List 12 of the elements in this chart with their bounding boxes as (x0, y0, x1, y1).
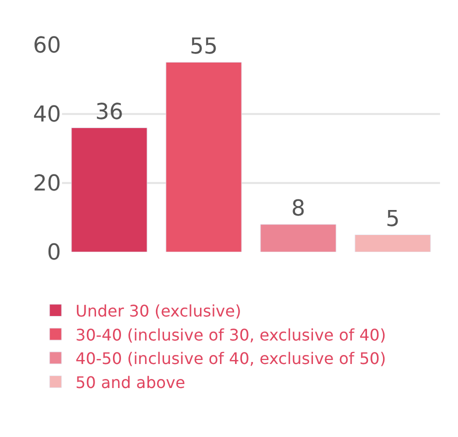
y-tick-label: 40 (33, 102, 61, 128)
y-tick-label: 60 (33, 34, 61, 59)
legend-label: 30-40 (inclusive of 30, exclusive of 40) (76, 325, 386, 344)
y-tick-label: 20 (33, 172, 61, 197)
data-label: 5 (386, 206, 400, 232)
y-tick-label: 0 (47, 240, 61, 266)
data-label: 8 (291, 196, 306, 222)
legend-label: 50 and above (76, 372, 186, 392)
data-label: 55 (190, 34, 218, 60)
legend-label: 40-50 (inclusive of 40, exclusive of 50) (76, 349, 386, 368)
data-label: 36 (95, 100, 124, 125)
legend-label: Under 30 (exclusive) (76, 302, 242, 321)
